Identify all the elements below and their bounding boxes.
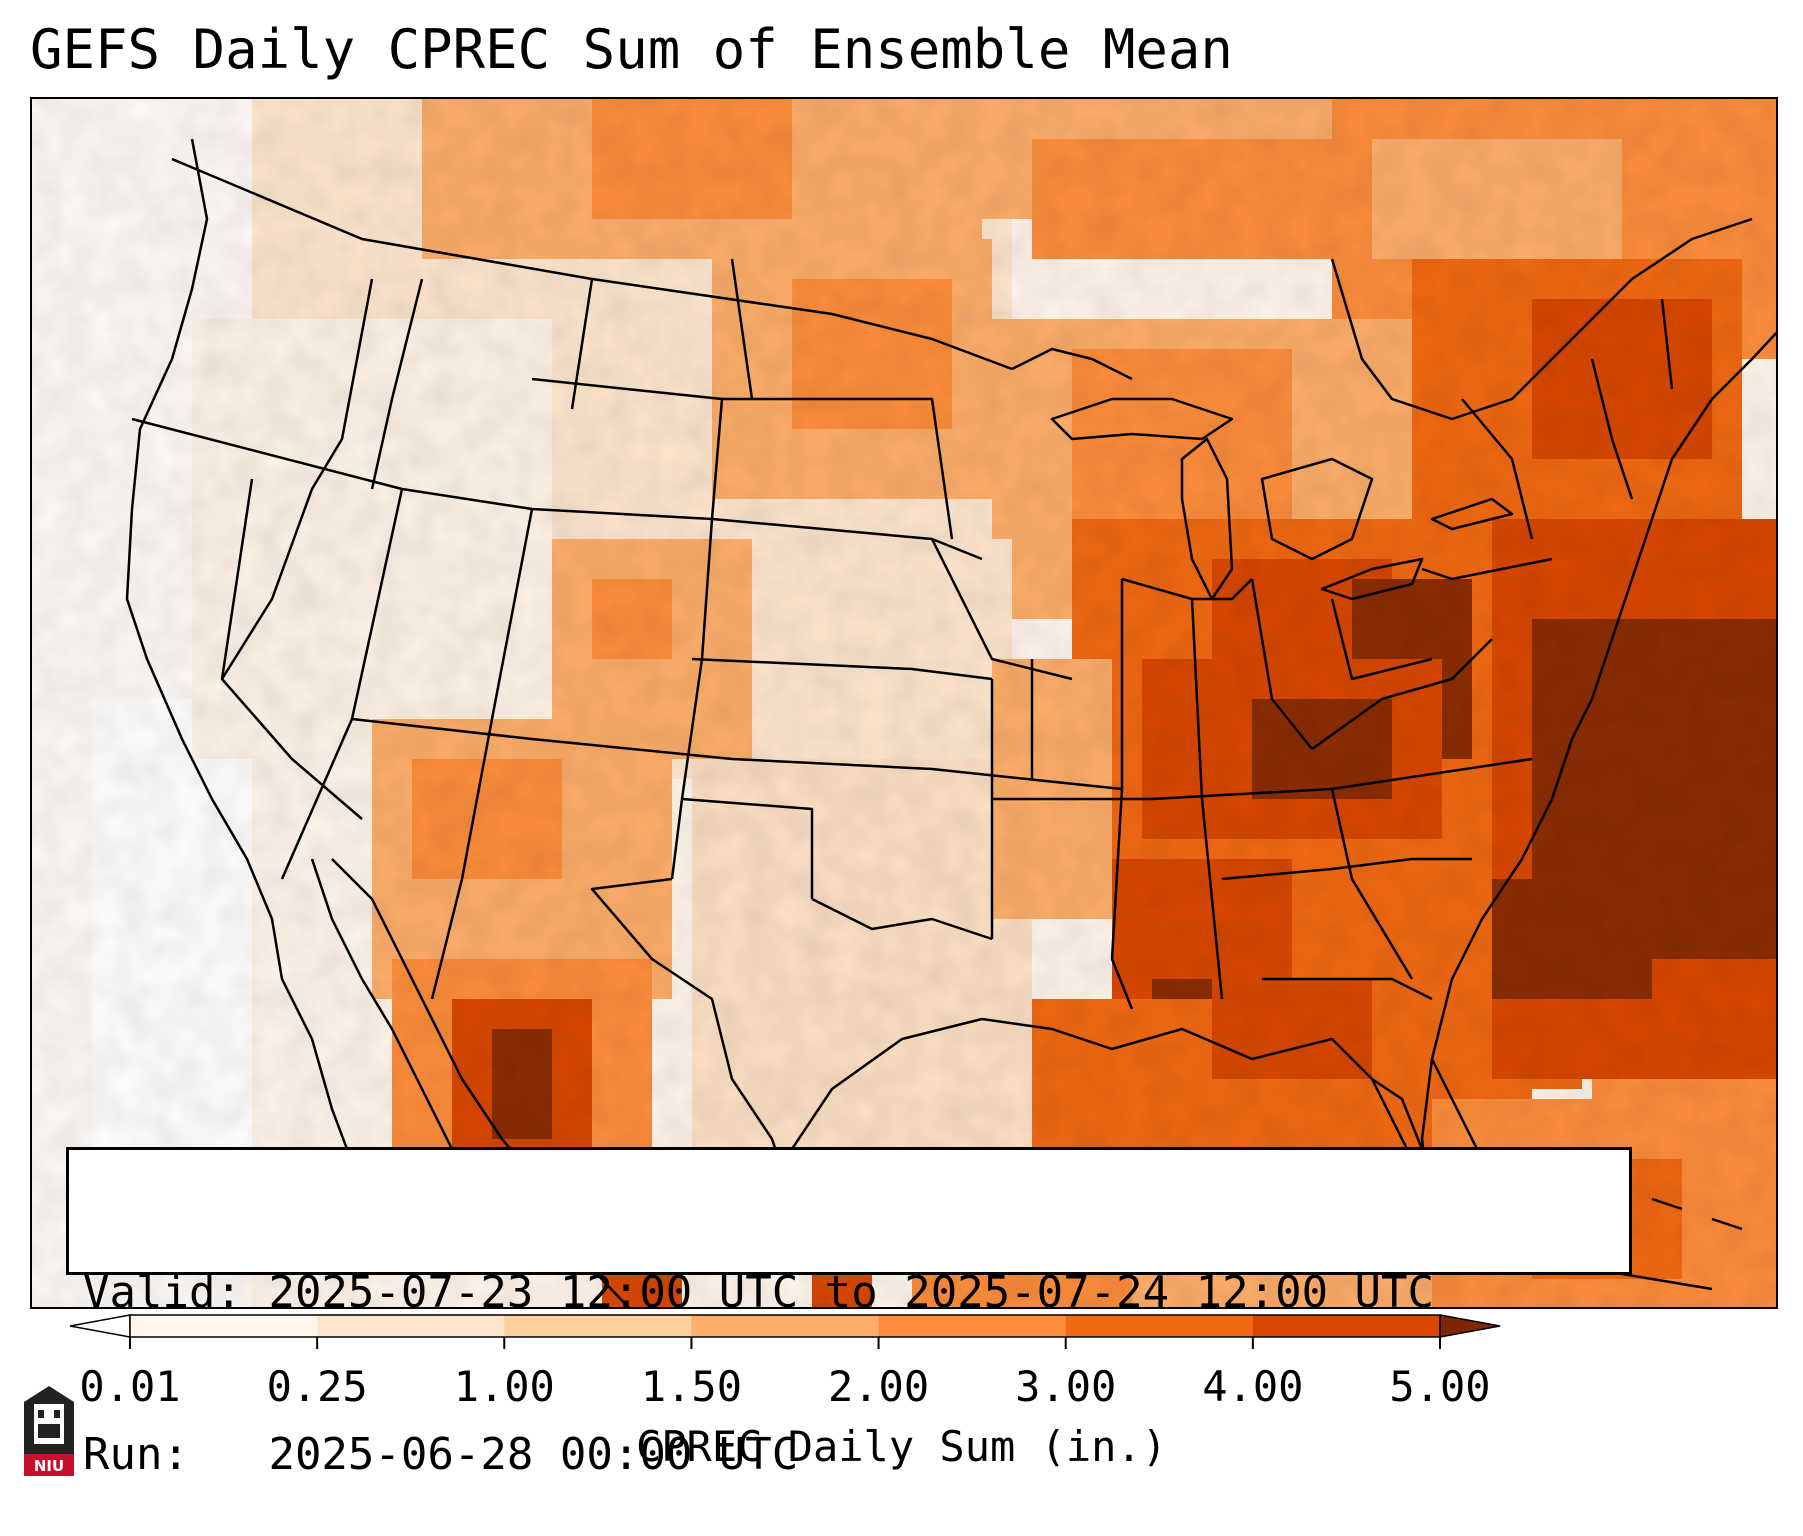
colorbar-label: CPREC Daily Sum (in.) — [635, 1422, 1167, 1471]
colorbar-segment — [691, 1315, 880, 1337]
colorbar-tick-label: 1.00 — [453, 1362, 555, 1411]
run-label: Run: — [83, 1429, 189, 1480]
colorbar-segment — [1252, 1315, 1441, 1337]
colorbar-ticks — [129, 1337, 1441, 1349]
colorbar-tick-label: 5.00 — [1389, 1362, 1491, 1411]
colorbar-tick-label: 0.01 — [79, 1362, 181, 1411]
colorbar-segment — [130, 1315, 318, 1337]
lake-superior — [1050, 397, 1234, 441]
west-coastline — [125, 138, 394, 1240]
colorbar-segment — [1065, 1315, 1254, 1337]
lake-erie — [1320, 557, 1424, 601]
lake-michigan — [1180, 437, 1234, 601]
valid-label: Valid: — [83, 1267, 242, 1318]
colorbar-under-extension — [70, 1314, 131, 1338]
atlantic-coastline — [1420, 331, 1776, 1220]
map-canvas — [32, 99, 1776, 1307]
precipitation-map — [30, 97, 1778, 1309]
run-info-box: Valid: 2025-07-23 12:00 UTC to 2025-07-2… — [66, 1147, 1632, 1480]
logo-text: NIU — [34, 1457, 64, 1475]
valid-value: 2025-07-23 12:00 UTC to 2025-07-24 12:00… — [268, 1267, 1435, 1318]
colorbar — [70, 1314, 1501, 1349]
colorbar-segment — [504, 1315, 692, 1337]
canada-border — [171, 157, 1013, 371]
colorbar-segment — [317, 1315, 505, 1337]
valid-row: Valid: 2025-07-23 12:00 UTC to 2025-07-2… — [83, 1266, 1615, 1320]
colorbar-tick-label: 2.00 — [827, 1362, 930, 1411]
colorbar-segment — [878, 1315, 1067, 1337]
map-title: GEFS Daily CPREC Sum of Ensemble Mean — [30, 18, 1233, 81]
colorbar-segments — [70, 1314, 1501, 1338]
lake-ontario — [1430, 497, 1514, 531]
lake-huron — [1260, 457, 1374, 561]
run-row: Run: 2025-06-28 00:00 UTC — [83, 1428, 1615, 1482]
colorbar-tick-label: 4.00 — [1202, 1362, 1304, 1411]
colorbar-over-extension — [1439, 1314, 1501, 1338]
colorbar-tick-label: 1.50 — [640, 1362, 742, 1411]
colorbar-tick-label: 0.25 — [266, 1362, 368, 1411]
texas-border — [590, 877, 794, 1200]
precip-field — [32, 99, 1776, 1307]
run-value: 2025-06-28 00:00 UTC — [268, 1429, 799, 1480]
logo-banner — [24, 1454, 74, 1476]
colorbar-tick-label: 3.00 — [1015, 1362, 1117, 1411]
niu-logo: NIU — [24, 1386, 74, 1476]
boundaries — [125, 138, 1776, 1307]
